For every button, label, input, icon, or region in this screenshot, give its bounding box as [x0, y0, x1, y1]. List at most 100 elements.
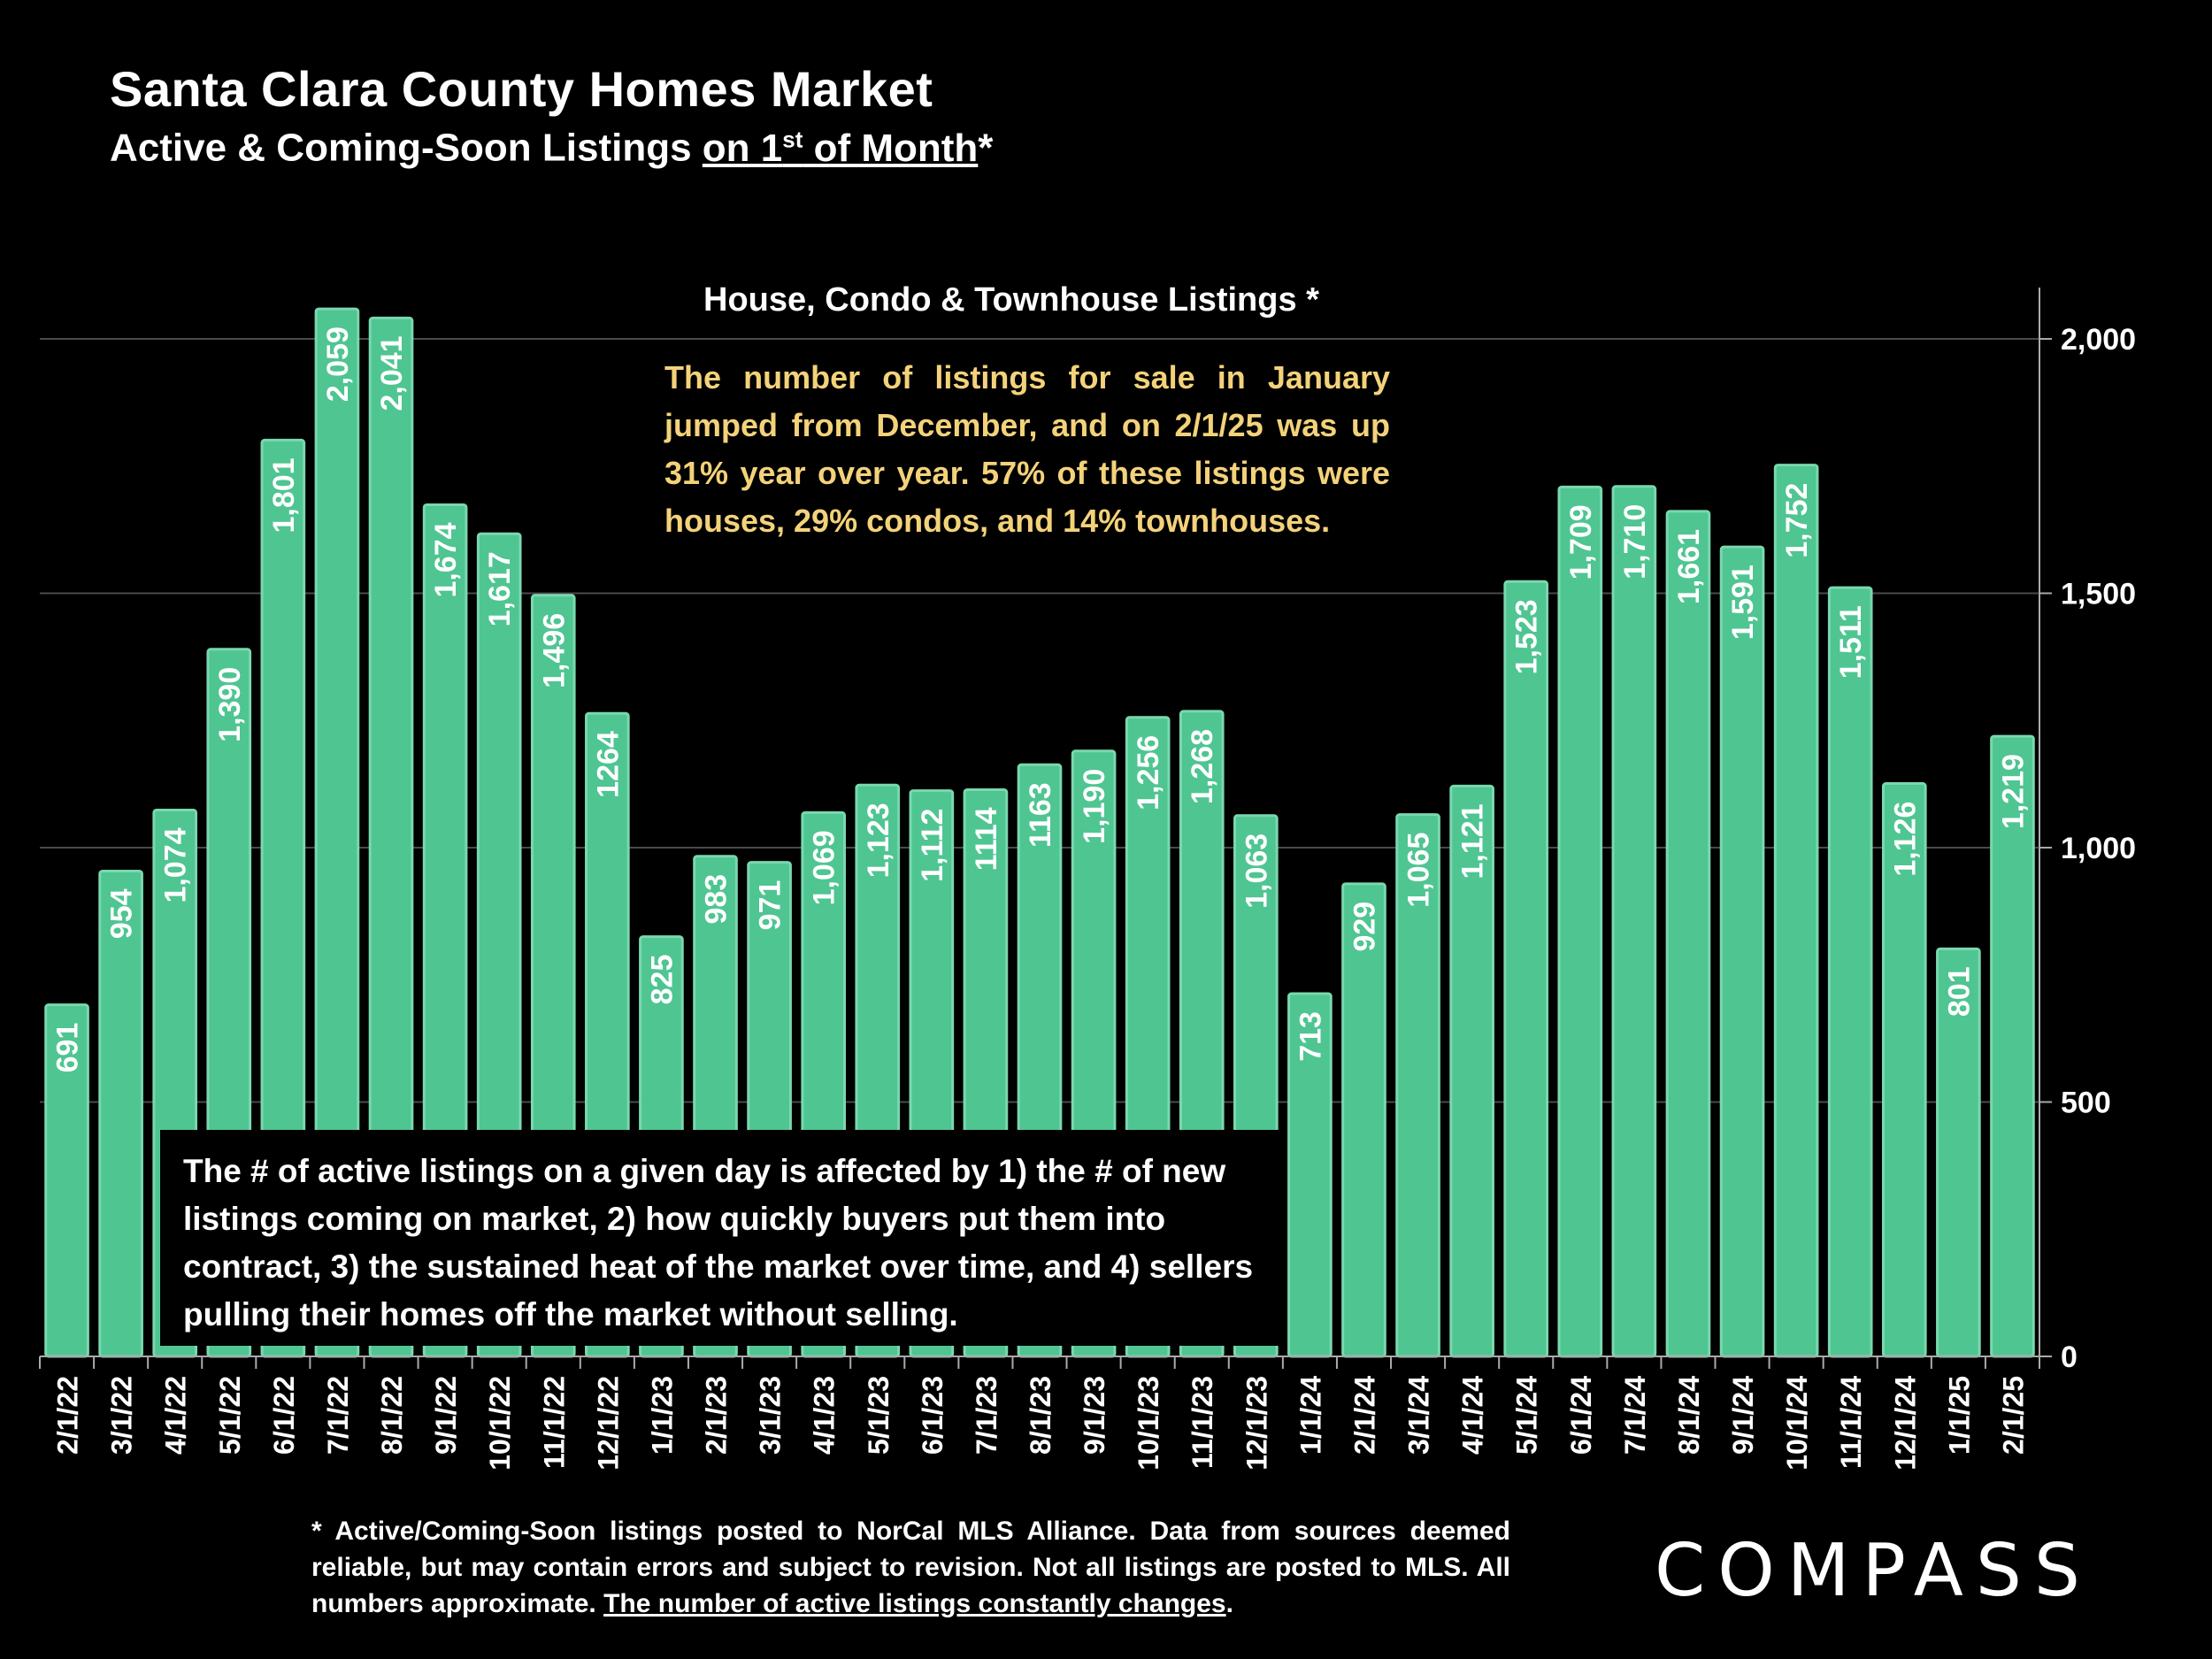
x-tick-label: 2/1/24	[1348, 1376, 1380, 1455]
subtitle-underlined: on 1st of Month	[702, 126, 979, 170]
x-tick-label: 7/1/23	[971, 1376, 1002, 1455]
y-tick-label: 1,000	[2061, 832, 2136, 865]
bar-value-label: 1,523	[1510, 599, 1544, 674]
bar-value-label: 1,710	[1618, 504, 1652, 580]
bar-value-label: 1,801	[267, 457, 301, 533]
bar	[1827, 586, 1873, 1358]
bar-value-label: 825	[645, 955, 679, 1005]
x-tick-label: 7/1/24	[1619, 1376, 1651, 1455]
bar-value-label: 1,591	[1726, 565, 1760, 640]
x-tick-label: 10/1/24	[1781, 1376, 1813, 1471]
x-tick-label: 6/1/23	[917, 1376, 949, 1455]
bar-value-label: 1,063	[1240, 833, 1273, 909]
x-tick-label: 9/1/23	[1079, 1376, 1110, 1455]
footnote-underlined: The number of active listings constantly…	[603, 1589, 1226, 1618]
annotation-listings-change: The number of listings for sale in Janua…	[664, 359, 1390, 539]
bar-value-labels: 691 954 1,074 1,390 1,801 2,059 2,041 1,674 1,61…	[51, 326, 2031, 1072]
x-tick-label: 11/1/23	[1187, 1376, 1218, 1469]
bar-value-label: 929	[1348, 902, 1381, 952]
bar	[1773, 464, 1819, 1358]
subtitle-asterisk: *	[978, 126, 994, 170]
bar-value-label: 1114	[970, 807, 1003, 871]
bar-value-label: 1,674	[429, 522, 463, 597]
x-tick-label: 12/1/23	[1240, 1376, 1272, 1471]
x-tick-label: 9/1/24	[1727, 1376, 1759, 1455]
x-tick-label: 11/1/22	[538, 1376, 570, 1469]
bar-value-label: 1,069	[808, 830, 841, 905]
subtitle-on-first: on 1	[702, 126, 783, 170]
x-tick-label: 2/1/23	[701, 1376, 733, 1455]
footnote-end: .	[1225, 1589, 1233, 1618]
bar-value-label: 1,112	[916, 809, 949, 882]
subtitle-ordinal: st	[782, 126, 803, 152]
x-tick-label: 1/1/25	[1943, 1376, 1975, 1455]
bar-value-label: 2,059	[321, 326, 355, 402]
x-tick-label: 2/1/22	[52, 1376, 84, 1455]
y-tick-label: 0	[2061, 1340, 2078, 1374]
bar-value-label: 1264	[591, 731, 625, 798]
footnote-text: * Active/Coming-Soon listings posted to …	[311, 1517, 1510, 1618]
page-title: Santa Clara County Homes Market	[110, 61, 933, 117]
bar-value-label: 1,496	[537, 613, 571, 688]
bar	[1611, 485, 1657, 1358]
x-tick-label: 5/1/24	[1511, 1376, 1543, 1455]
x-tick-label: 8/1/24	[1673, 1376, 1705, 1455]
y-tick-label: 2,000	[2061, 323, 2136, 357]
x-tick-label: 2/1/25	[1997, 1376, 2029, 1455]
bar-value-label: 1,709	[1564, 504, 1598, 580]
bar-value-label: 1,190	[1078, 769, 1111, 844]
page-subtitle: Active & Coming-Soon Listings on 1st of …	[110, 126, 993, 171]
x-tick-label: 6/1/22	[268, 1376, 300, 1455]
subtitle-of-month: of Month	[803, 126, 979, 170]
bar-value-label: 1,661	[1672, 529, 1706, 604]
x-tick-label: 3/1/22	[106, 1376, 138, 1455]
bar	[1665, 510, 1711, 1358]
x-tick-label: 1/1/23	[646, 1376, 678, 1455]
bar-value-label: 691	[51, 1023, 85, 1073]
bar-value-label: 1,256	[1132, 735, 1165, 810]
x-tick-label: 10/1/22	[484, 1376, 516, 1471]
bar	[1341, 882, 1386, 1358]
x-tick-label: 6/1/24	[1565, 1376, 1597, 1455]
x-tick-label: 1/1/24	[1294, 1376, 1326, 1455]
x-tick-label: 4/1/23	[809, 1376, 841, 1455]
x-tick-label: 8/1/23	[1025, 1376, 1056, 1455]
chart-series-title: House, Condo & Townhouse Listings *	[703, 281, 1319, 319]
bar-value-label: 801	[1942, 966, 1976, 1017]
bar-value-label: 2,041	[375, 335, 409, 411]
bar-value-label: 1,268	[1186, 729, 1219, 804]
x-tick-label: 4/1/24	[1457, 1376, 1489, 1455]
x-tick-label: 3/1/23	[755, 1376, 787, 1455]
x-tick-label: 12/1/22	[592, 1376, 624, 1471]
bar	[98, 869, 143, 1358]
x-tick-labels: 2/1/22 3/1/22 4/1/22 5/1/22 6/1/22 7/1/22 8/1/…	[52, 1376, 2030, 1471]
bar-value-label: 983	[700, 874, 733, 925]
bar-value-label: 1,511	[1834, 605, 1868, 679]
bar-value-label: 954	[105, 888, 139, 939]
x-tick-label: 12/1/24	[1889, 1376, 1921, 1471]
bar-value-label: 1,390	[213, 667, 247, 742]
footnote: * Active/Coming-Soon listings posted to …	[311, 1513, 1510, 1622]
annotation-active-listings-factors: The # of active listings on a given day …	[160, 1130, 1285, 1346]
x-tick-label: 8/1/22	[376, 1376, 408, 1455]
bar-value-label: 1,074	[159, 827, 193, 902]
bar-value-label: 971	[754, 880, 787, 931]
y-tick-labels: 0 500 1,000 1,500 2,000	[2061, 323, 2136, 1374]
bar	[1719, 545, 1765, 1358]
x-tick-label: 10/1/23	[1133, 1376, 1164, 1471]
bar-value-label: 1,065	[1402, 833, 1436, 908]
x-tick-label: 9/1/22	[430, 1376, 462, 1455]
bar-value-label: 1,752	[1780, 483, 1814, 558]
subtitle-text: Active & Coming-Soon Listings	[110, 126, 703, 170]
x-tick-label: 5/1/22	[214, 1376, 246, 1455]
bar-value-label: 1,617	[483, 551, 517, 626]
x-tick-label: 4/1/22	[160, 1376, 192, 1455]
bar-value-label: 1163	[1024, 782, 1057, 848]
compass-logo: COMPASS	[1655, 1529, 2093, 1613]
bar-value-label: 1,121	[1456, 803, 1490, 879]
bar	[1557, 485, 1603, 1358]
x-tick-label: 3/1/24	[1403, 1376, 1435, 1455]
bar-value-label: 1,123	[862, 803, 895, 878]
bar-value-label: 1,126	[1888, 802, 1922, 877]
